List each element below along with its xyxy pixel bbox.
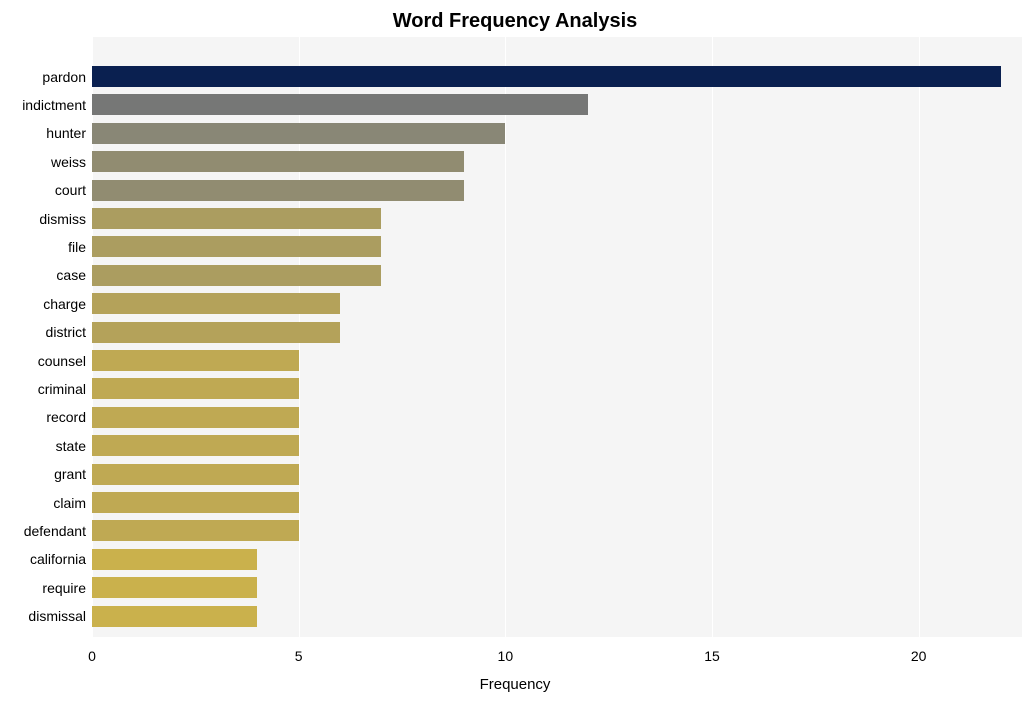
bar <box>92 293 340 314</box>
x-tick-label: 15 <box>704 648 720 664</box>
x-tick-label: 0 <box>88 648 96 664</box>
x-axis-label: Frequency <box>0 676 1030 693</box>
bar <box>92 94 588 115</box>
bar <box>92 435 299 456</box>
bar <box>92 180 464 201</box>
y-tick-label: district <box>46 324 86 340</box>
y-tick-label: hunter <box>46 125 86 141</box>
y-tick-label: indictment <box>22 97 86 113</box>
bar <box>92 577 257 598</box>
y-tick-label: require <box>42 580 86 596</box>
bar <box>92 265 381 286</box>
y-tick-label: claim <box>53 495 86 511</box>
plot-area <box>92 37 1022 637</box>
x-tick-label: 10 <box>498 648 514 664</box>
bar <box>92 407 299 428</box>
bar <box>92 378 299 399</box>
chart-title: Word Frequency Analysis <box>0 10 1030 33</box>
bar <box>92 236 381 257</box>
y-tick-label: dismissal <box>28 608 86 624</box>
bar <box>92 123 505 144</box>
y-tick-label: state <box>56 438 86 454</box>
y-tick-label: charge <box>43 296 86 312</box>
word-frequency-chart: Word Frequency Analysis Frequency pardon… <box>0 0 1030 701</box>
bar <box>92 66 1001 87</box>
y-tick-label: case <box>56 267 86 283</box>
bar <box>92 208 381 229</box>
y-tick-label: court <box>55 182 86 198</box>
y-tick-label: criminal <box>38 381 86 397</box>
bar <box>92 492 299 513</box>
y-tick-label: record <box>46 409 86 425</box>
bar <box>92 151 464 172</box>
grid-line <box>505 37 506 637</box>
grid-line <box>919 37 920 637</box>
y-tick-label: defendant <box>24 523 86 539</box>
x-tick-label: 5 <box>295 648 303 664</box>
bar <box>92 350 299 371</box>
grid-line <box>712 37 713 637</box>
y-tick-label: counsel <box>38 353 86 369</box>
y-tick-label: pardon <box>42 69 86 85</box>
y-tick-label: dismiss <box>39 211 86 227</box>
bar <box>92 549 257 570</box>
bar <box>92 464 299 485</box>
x-tick-label: 20 <box>911 648 927 664</box>
bar <box>92 322 340 343</box>
bar <box>92 520 299 541</box>
bar <box>92 606 257 627</box>
y-tick-label: california <box>30 551 86 567</box>
y-tick-label: weiss <box>51 154 86 170</box>
y-tick-label: grant <box>54 466 86 482</box>
y-tick-label: file <box>68 239 86 255</box>
